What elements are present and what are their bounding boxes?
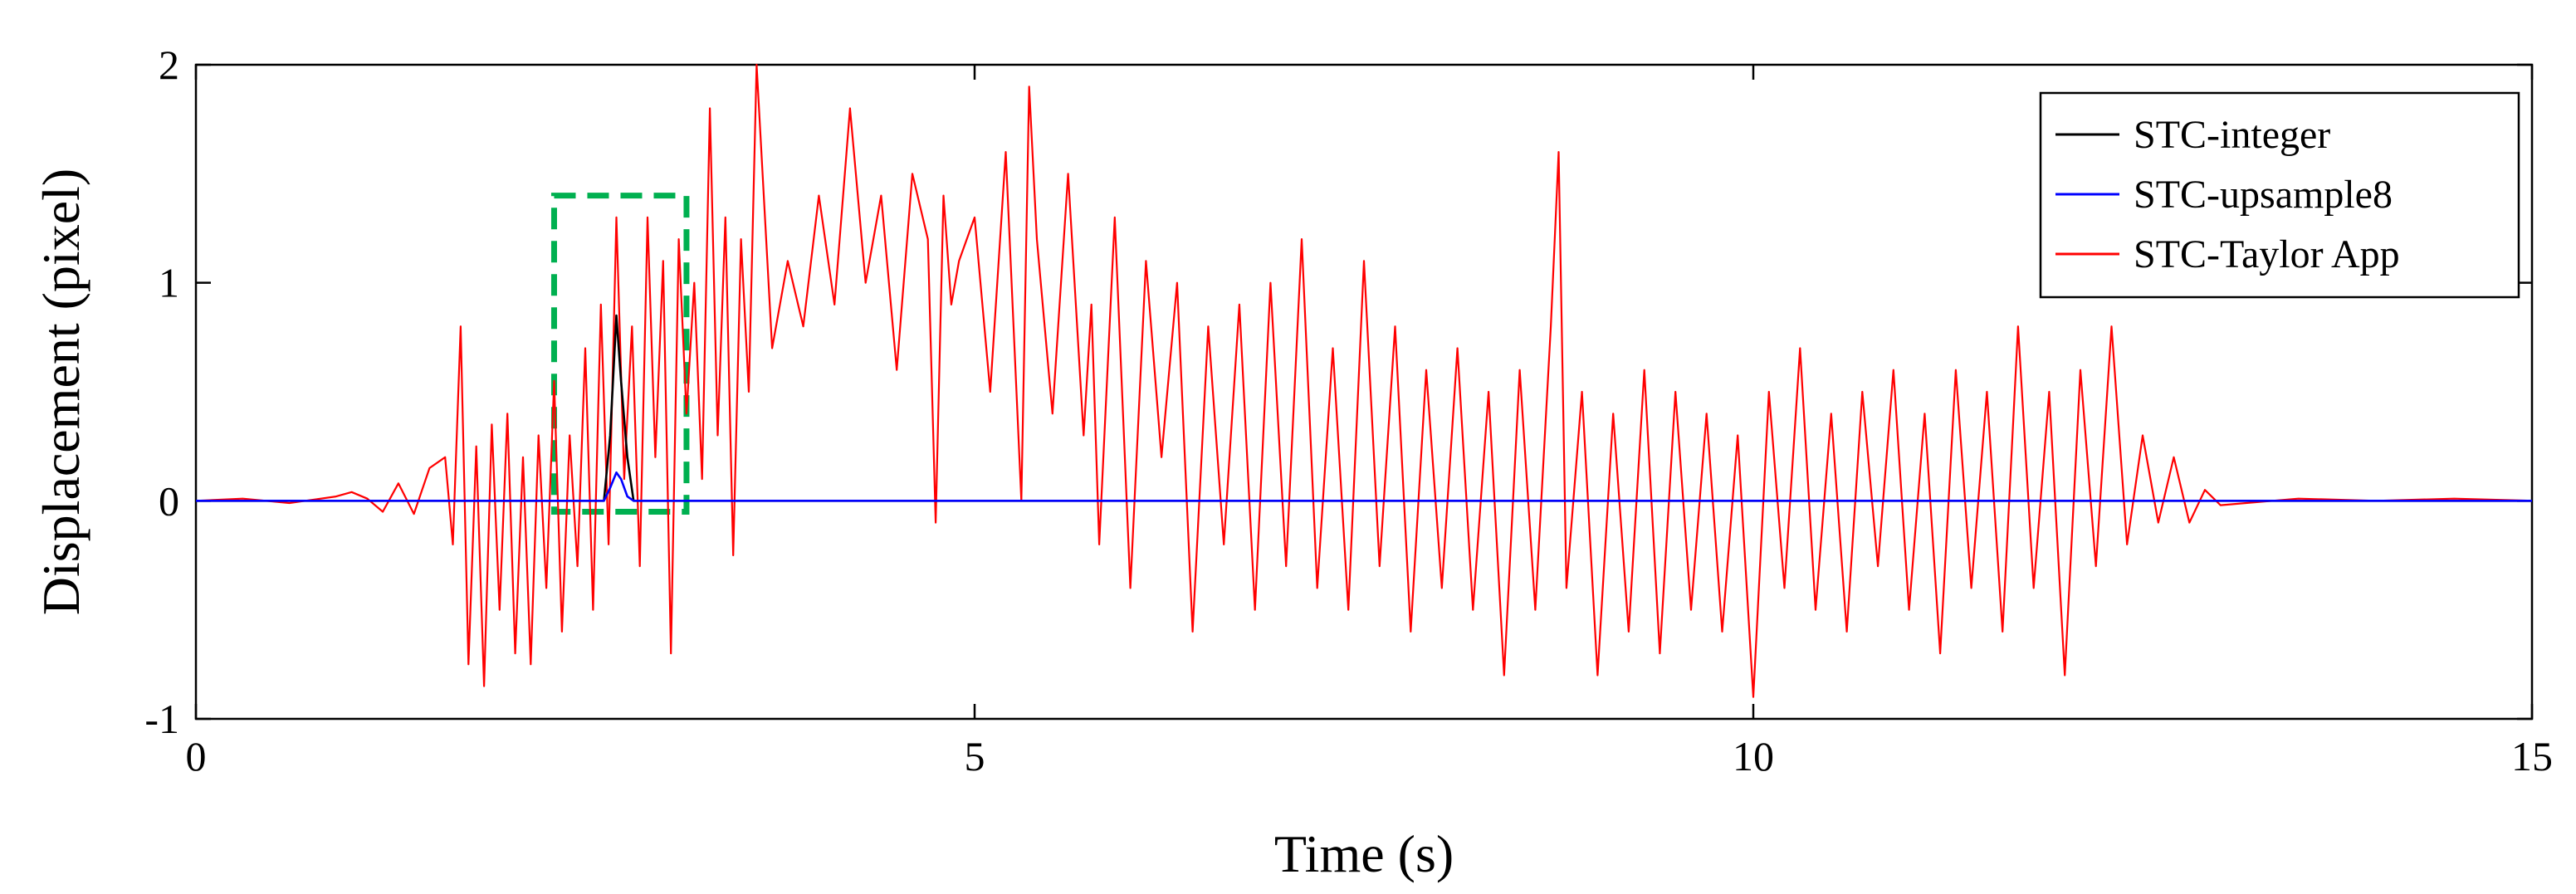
y-axis-label: Displacement (pixel) xyxy=(32,169,90,615)
y-tick-label: 2 xyxy=(159,42,179,88)
x-tick-label: 10 xyxy=(1733,733,1774,779)
legend: STC-integer STC-upsample8 STC-Taylor App xyxy=(2039,91,2520,299)
x-tick-label: 0 xyxy=(186,733,207,779)
y-tick-label: 1 xyxy=(159,260,179,306)
annotations xyxy=(550,193,690,515)
x-tick-label: 15 xyxy=(2511,733,2553,779)
y-tick-label: -1 xyxy=(144,696,179,742)
highlight-box xyxy=(550,193,690,515)
plot-area-frame xyxy=(194,63,2534,721)
series-line-0 xyxy=(196,314,2532,502)
legend-entry: STC-upsample8 xyxy=(2134,173,2393,217)
legend-entry: STC-integer xyxy=(2134,113,2330,157)
y-tick-label: 0 xyxy=(159,477,179,524)
legend-box xyxy=(2039,91,2520,299)
x-axis-label: Time (s) xyxy=(1274,824,1454,883)
series-line-1 xyxy=(196,471,2532,502)
legend-entry: STC-Taylor App xyxy=(2134,232,2400,276)
x-tick-label: 5 xyxy=(965,733,985,779)
series-lines xyxy=(195,63,2533,698)
series-line-2 xyxy=(195,63,2533,698)
